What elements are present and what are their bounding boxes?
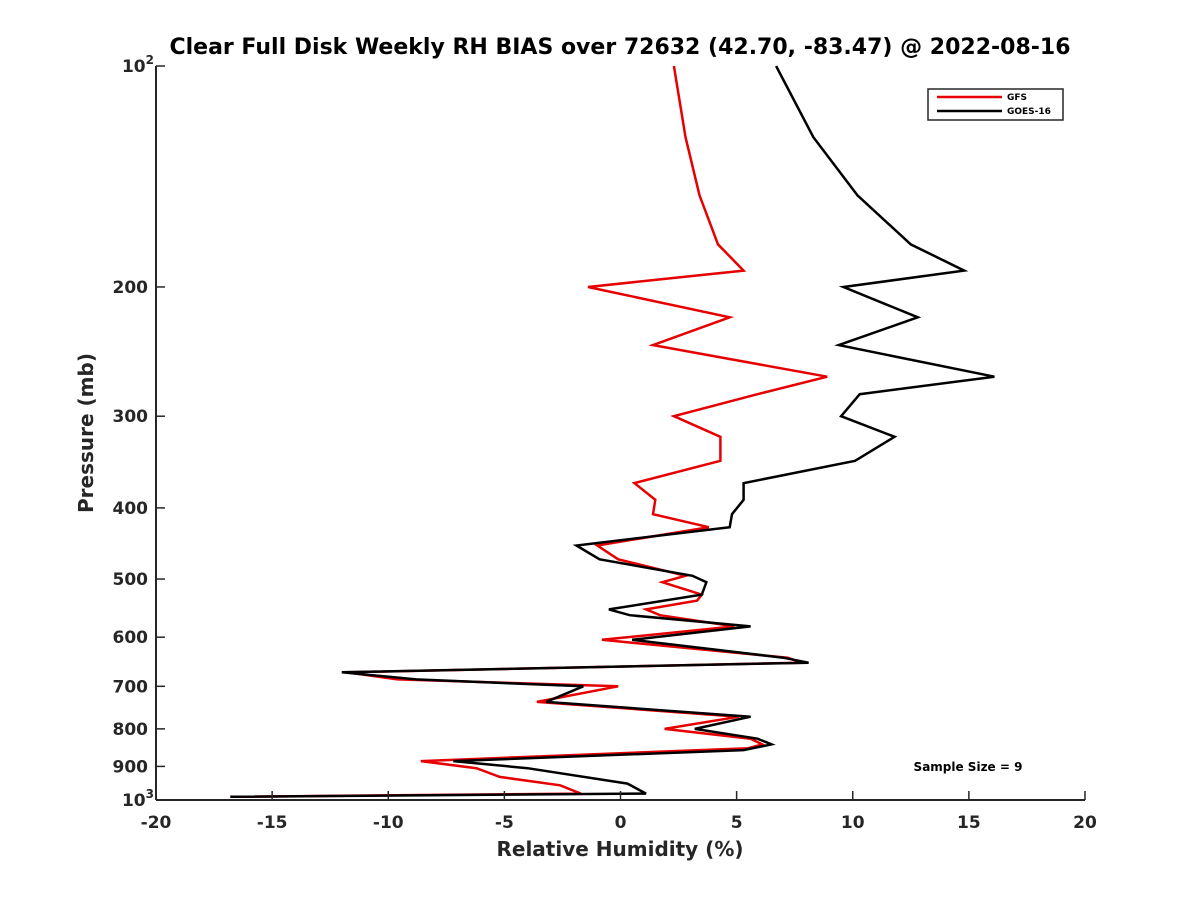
plot-area: -20 -15 -10 -5 0 5 10 15 20 102 200 300 400 500 600 70… — [113, 53, 1097, 833]
series-line-goes16 — [230, 65, 995, 799]
y-tick-label: 800 — [113, 720, 149, 740]
x-axis-label: Relative Humidity (%) — [496, 837, 743, 861]
y-tick-label: 102 — [122, 53, 154, 77]
y-axis-label: Pressure (mb) — [74, 353, 98, 513]
x-tick-label: 10 — [841, 813, 865, 833]
legend-label-gfs: GFS — [1007, 93, 1027, 103]
x-tick-label: -10 — [373, 813, 404, 833]
legend: GFS GOES-16 — [927, 88, 1064, 121]
x-tick-label: -5 — [495, 813, 514, 833]
legend-label-goes16: GOES-16 — [1007, 107, 1051, 117]
y-tick-label: 300 — [113, 407, 149, 427]
y-tick-label: 500 — [113, 570, 149, 590]
x-tick-label: -15 — [257, 813, 288, 833]
x-tick-label: 15 — [957, 813, 981, 833]
x-tick-label: 5 — [731, 813, 743, 833]
legend-box — [927, 88, 1064, 121]
y-tick-label: 600 — [113, 628, 149, 648]
series-line-gfs — [230, 65, 828, 799]
y-tick-label: 400 — [113, 499, 149, 519]
y-tick-label: 103 — [122, 787, 154, 811]
series-layer — [230, 65, 995, 799]
chart-title: Clear Full Disk Weekly RH BIAS over 7263… — [169, 35, 1070, 60]
x-tick-label: -20 — [141, 813, 172, 833]
sample-size-annotation: Sample Size = 9 — [914, 760, 1023, 774]
y-tick-label: 900 — [113, 757, 149, 777]
x-tick-label: 20 — [1073, 813, 1097, 833]
y-tick-label: 200 — [113, 278, 149, 298]
x-ticks: -20 -15 -10 -5 0 5 10 15 20 — [141, 791, 1097, 833]
x-tick-label: 0 — [615, 813, 627, 833]
y-tick-label: 700 — [113, 677, 149, 697]
y-ticks: 102 200 300 400 500 600 700 800 900 103 — [113, 53, 165, 811]
